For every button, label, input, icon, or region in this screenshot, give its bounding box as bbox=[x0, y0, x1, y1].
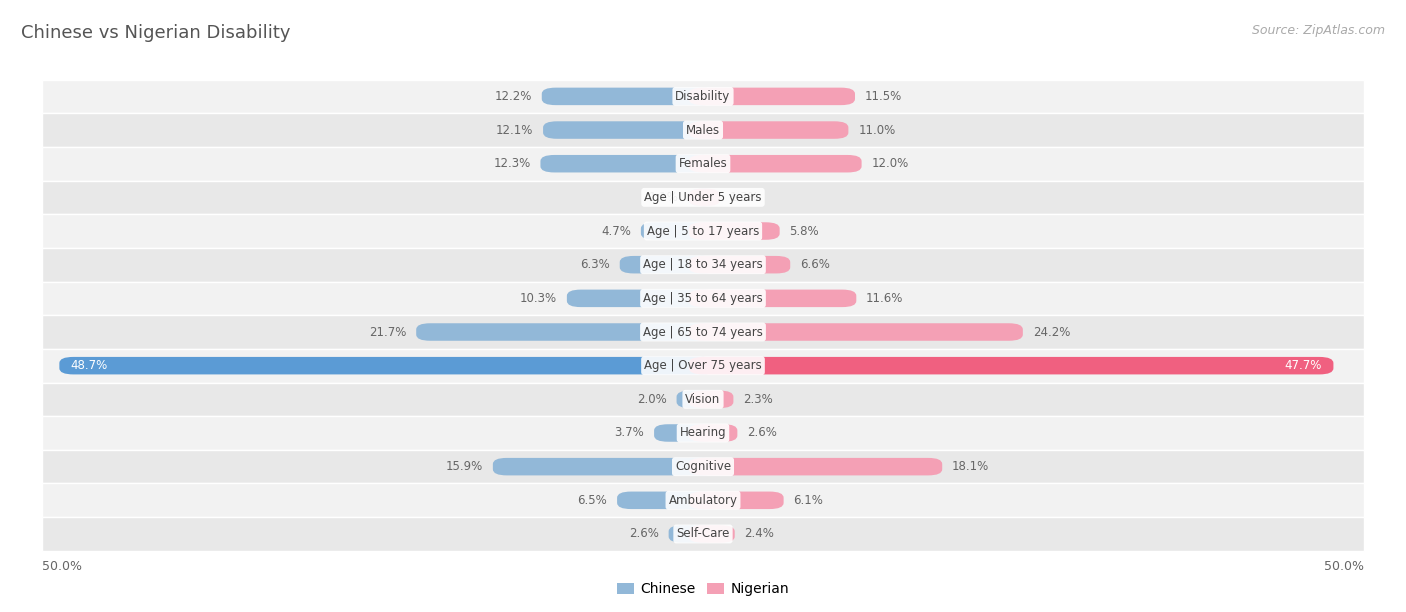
Text: 21.7%: 21.7% bbox=[368, 326, 406, 338]
Text: Females: Females bbox=[679, 157, 727, 170]
Text: Males: Males bbox=[686, 124, 720, 136]
Text: 11.6%: 11.6% bbox=[866, 292, 904, 305]
Text: 2.4%: 2.4% bbox=[745, 528, 775, 540]
Text: 47.7%: 47.7% bbox=[1285, 359, 1322, 372]
Text: 1.3%: 1.3% bbox=[730, 191, 759, 204]
Text: 11.5%: 11.5% bbox=[865, 90, 903, 103]
FancyBboxPatch shape bbox=[416, 323, 717, 341]
FancyBboxPatch shape bbox=[567, 289, 717, 307]
FancyBboxPatch shape bbox=[676, 390, 717, 408]
Text: 6.1%: 6.1% bbox=[793, 494, 824, 507]
FancyBboxPatch shape bbox=[689, 121, 848, 139]
FancyBboxPatch shape bbox=[689, 458, 942, 476]
Text: Age | 35 to 64 years: Age | 35 to 64 years bbox=[643, 292, 763, 305]
Bar bbox=[42, 282, 1364, 315]
FancyBboxPatch shape bbox=[689, 424, 737, 442]
Text: Chinese vs Nigerian Disability: Chinese vs Nigerian Disability bbox=[21, 24, 291, 42]
Text: Disability: Disability bbox=[675, 90, 731, 103]
Text: 4.7%: 4.7% bbox=[602, 225, 631, 237]
Bar bbox=[42, 113, 1364, 147]
Bar bbox=[42, 315, 1364, 349]
Text: 1.1%: 1.1% bbox=[648, 191, 679, 204]
FancyBboxPatch shape bbox=[689, 222, 780, 240]
Text: 2.6%: 2.6% bbox=[628, 528, 659, 540]
Text: 12.0%: 12.0% bbox=[872, 157, 908, 170]
FancyBboxPatch shape bbox=[641, 222, 717, 240]
Text: Cognitive: Cognitive bbox=[675, 460, 731, 473]
Text: 3.7%: 3.7% bbox=[614, 427, 644, 439]
FancyBboxPatch shape bbox=[543, 121, 717, 139]
Text: Age | Under 5 years: Age | Under 5 years bbox=[644, 191, 762, 204]
Text: Age | 5 to 17 years: Age | 5 to 17 years bbox=[647, 225, 759, 237]
Text: 12.3%: 12.3% bbox=[494, 157, 530, 170]
Legend: Chinese, Nigerian: Chinese, Nigerian bbox=[612, 577, 794, 602]
Text: 12.2%: 12.2% bbox=[495, 90, 531, 103]
FancyBboxPatch shape bbox=[689, 256, 790, 274]
FancyBboxPatch shape bbox=[494, 458, 717, 476]
Bar bbox=[42, 147, 1364, 181]
Text: 6.3%: 6.3% bbox=[581, 258, 610, 271]
FancyBboxPatch shape bbox=[689, 357, 1333, 375]
Text: Source: ZipAtlas.com: Source: ZipAtlas.com bbox=[1251, 24, 1385, 37]
FancyBboxPatch shape bbox=[540, 155, 717, 173]
Bar bbox=[42, 214, 1364, 248]
FancyBboxPatch shape bbox=[689, 491, 783, 509]
Text: 11.0%: 11.0% bbox=[858, 124, 896, 136]
Text: Ambulatory: Ambulatory bbox=[668, 494, 738, 507]
Bar bbox=[42, 80, 1364, 113]
Bar bbox=[42, 483, 1364, 517]
FancyBboxPatch shape bbox=[689, 88, 855, 105]
Text: 10.3%: 10.3% bbox=[520, 292, 557, 305]
Text: 5.8%: 5.8% bbox=[790, 225, 820, 237]
Text: Age | Over 75 years: Age | Over 75 years bbox=[644, 359, 762, 372]
Text: 2.0%: 2.0% bbox=[637, 393, 666, 406]
Bar bbox=[42, 517, 1364, 551]
Text: 24.2%: 24.2% bbox=[1032, 326, 1070, 338]
Text: 50.0%: 50.0% bbox=[42, 560, 82, 573]
Bar bbox=[42, 450, 1364, 483]
FancyBboxPatch shape bbox=[617, 491, 717, 509]
Text: Self-Care: Self-Care bbox=[676, 528, 730, 540]
Bar bbox=[42, 248, 1364, 282]
Bar bbox=[42, 382, 1364, 416]
FancyBboxPatch shape bbox=[654, 424, 717, 442]
FancyBboxPatch shape bbox=[689, 323, 1022, 341]
Text: 12.1%: 12.1% bbox=[496, 124, 533, 136]
FancyBboxPatch shape bbox=[541, 88, 717, 105]
Text: Hearing: Hearing bbox=[679, 427, 727, 439]
Text: 15.9%: 15.9% bbox=[446, 460, 484, 473]
FancyBboxPatch shape bbox=[689, 155, 862, 173]
Text: Age | 65 to 74 years: Age | 65 to 74 years bbox=[643, 326, 763, 338]
Text: 2.3%: 2.3% bbox=[744, 393, 773, 406]
Text: Age | 18 to 34 years: Age | 18 to 34 years bbox=[643, 258, 763, 271]
Text: 48.7%: 48.7% bbox=[70, 359, 108, 372]
Text: 50.0%: 50.0% bbox=[1324, 560, 1364, 573]
Text: 6.5%: 6.5% bbox=[578, 494, 607, 507]
FancyBboxPatch shape bbox=[689, 289, 856, 307]
FancyBboxPatch shape bbox=[689, 390, 734, 408]
FancyBboxPatch shape bbox=[689, 188, 717, 206]
Bar bbox=[42, 416, 1364, 450]
Text: Vision: Vision bbox=[685, 393, 721, 406]
Bar bbox=[42, 349, 1364, 382]
FancyBboxPatch shape bbox=[689, 188, 720, 206]
FancyBboxPatch shape bbox=[669, 525, 717, 543]
FancyBboxPatch shape bbox=[689, 525, 735, 543]
FancyBboxPatch shape bbox=[620, 256, 717, 274]
Text: 18.1%: 18.1% bbox=[952, 460, 990, 473]
Text: 6.6%: 6.6% bbox=[800, 258, 830, 271]
Text: 2.6%: 2.6% bbox=[747, 427, 778, 439]
FancyBboxPatch shape bbox=[59, 357, 717, 375]
Bar bbox=[42, 181, 1364, 214]
